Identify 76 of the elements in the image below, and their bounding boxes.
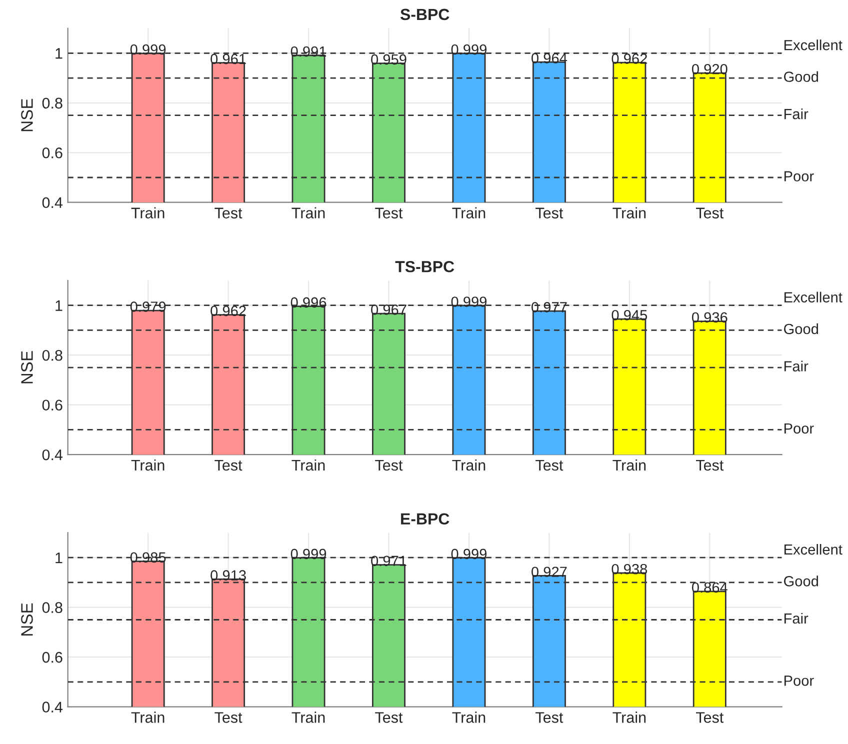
ref-line-label: Good [784,71,818,82]
ref-line-label: Poor [784,676,814,686]
chart-title: TS-BPC [395,261,454,272]
ref-line-label: Fair [784,108,808,120]
y-axis-title: NSE [21,351,33,384]
data-label: 0.927 [532,566,567,578]
x-tick-label: Test [696,208,724,218]
data-label: 0.938 [612,564,648,574]
x-tick-label: Test [536,712,564,723]
y-tick-label: 0.6 [42,147,62,158]
data-label: 0.964 [532,53,568,64]
data-label: 0.864 [692,582,728,593]
data-label: 0.962 [612,54,647,64]
y-tick-label: 0.4 [42,449,63,460]
data-label: 0.967 [371,304,406,315]
x-tick-label: Train [131,712,164,723]
x-tick-label: Train [612,712,646,723]
x-tick-label: Train [292,712,325,723]
x-tick-label: Train [131,207,164,218]
data-label: 0.962 [210,306,246,316]
y-tick-label: 0.8 [42,98,62,109]
ref-line-label: Excellent [784,292,842,302]
data-label: 0.999 [290,548,326,560]
data-label: 0.961 [210,54,246,64]
data-label: 0.999 [451,296,487,307]
x-tick-label: Train [452,459,486,471]
y-tick-label: 0.6 [42,652,62,663]
y-tick-label: 1 [56,552,62,564]
x-tick-label: Test [214,460,242,471]
y-axis-title: NSE [21,98,33,132]
data-label: 0.971 [371,556,406,566]
y-tick-label: 1 [56,300,62,311]
y-tick-label: 0.4 [42,197,63,208]
y-tick-label: 0.8 [42,602,62,614]
data-label: 0.985 [130,552,166,563]
x-tick-label: Train [612,207,646,218]
y-axis-title: NSE [21,603,33,636]
data-label: 0.936 [692,312,728,323]
ref-line-label: Excellent [784,40,842,50]
ref-line-label: Poor [784,423,814,434]
data-label: 0.999 [451,44,487,55]
data-label: 0.979 [130,302,166,312]
x-tick-label: Test [375,460,403,471]
x-tick-label: Test [696,712,724,723]
x-tick-label: Train [292,207,325,218]
y-tick-label: 0.6 [42,400,62,411]
data-label: 0.959 [371,54,406,65]
y-tick-label: 1 [56,48,62,59]
data-label: 0.999 [451,548,487,560]
ref-line-label: Fair [784,360,808,372]
x-tick-label: Train [292,459,325,471]
data-label: 0.999 [130,44,166,55]
ref-line-label: Fair [784,612,808,624]
x-tick-label: Test [214,208,242,218]
ref-line-label: Excellent [784,544,842,555]
x-tick-label: Test [375,712,403,723]
ref-line-label: Good [784,323,818,334]
data-label: 0.945 [612,310,648,320]
y-tick-label: 0.8 [42,350,62,361]
y-tick-label: 0.4 [42,702,63,712]
ref-line-label: Poor [784,171,814,182]
ref-line-label: Good [784,576,818,586]
x-tick-label: Test [536,208,564,218]
x-tick-label: Train [612,459,646,471]
x-tick-label: Test [214,712,242,723]
x-tick-label: Test [696,460,724,471]
data-label: 0.977 [532,302,567,312]
x-tick-label: Test [375,208,403,218]
x-tick-label: Train [452,207,486,218]
x-tick-label: Train [131,459,164,471]
chart-title: E-BPC [401,513,450,525]
data-label: 0.920 [692,64,728,74]
data-label: 0.913 [210,570,246,580]
x-tick-label: Test [536,460,564,471]
x-tick-label: Train [452,712,486,723]
chart-title: S-BPC [400,8,450,20]
